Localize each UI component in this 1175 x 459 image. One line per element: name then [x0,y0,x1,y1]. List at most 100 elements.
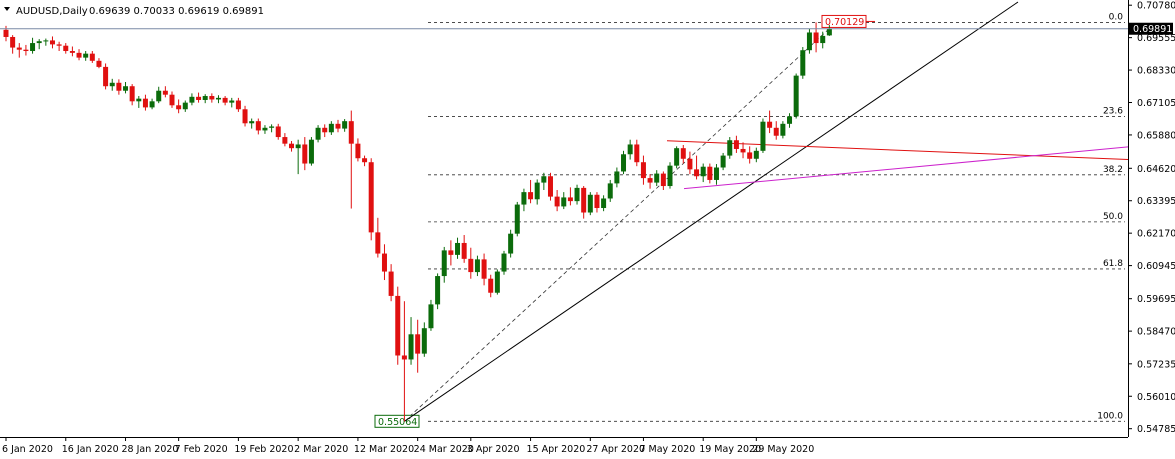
candle-body [76,52,82,58]
candle-body [674,148,680,166]
candle-body [169,94,175,106]
candle-body [627,144,633,155]
candle-body [687,158,693,170]
candle-body [607,183,613,199]
resistance-trendline[interactable] [666,140,1129,161]
candle-body [567,197,573,202]
low-price-label: 0.55064 [378,417,417,428]
candle-body [49,40,55,45]
x-tick-label: 16 Jan 2020 [62,444,119,455]
candle-body [767,121,773,128]
candle-body [229,100,235,103]
candle-body [215,97,221,100]
candles [3,22,832,422]
candle-body [494,271,500,293]
candle-body [806,32,812,51]
candle-body [514,204,520,234]
candle-body [488,278,494,293]
candle-body [129,86,135,102]
candle-body [707,166,713,180]
candle-body [156,90,162,102]
candle-body [348,121,354,144]
candle-body [395,295,401,356]
candle-body [83,53,89,58]
candle-body [415,334,421,354]
candle-body [302,144,308,164]
candle-body [36,41,42,44]
candle-body [381,253,387,272]
ohlc-readout: 0.69639 0.70033 0.69619 0.69891 [89,6,264,17]
high-price-label: 0.70129 [825,17,864,28]
candle-body [468,258,474,273]
candle-body [3,29,9,37]
candle-body [116,82,122,91]
candle-body [720,155,726,168]
candle-body [614,171,620,184]
x-tick-label: 19 May 2020 [699,444,761,455]
candle-body [209,96,215,100]
y-tick-label: 0.54785 [1137,424,1175,435]
candle-body [255,121,261,131]
y-tick-label: 0.63395 [1137,196,1175,207]
y-tick-label: 0.64620 [1137,164,1175,175]
candle-body [501,253,507,272]
candle-body [328,123,334,133]
candle-body [202,96,208,100]
chart-title: AUDUSD,Daily [16,6,88,17]
x-tick-label: 15 Apr 2020 [527,444,586,455]
candle-body [362,158,368,163]
candle-body [561,197,567,207]
candle-body [634,144,640,163]
x-tick-label: 3 Apr 2020 [467,444,520,455]
candle-body [421,328,427,354]
candle-body [826,28,832,36]
x-tick-label: 29 May 2020 [752,444,814,455]
candle-body [640,162,646,179]
candle-body [481,259,487,279]
candle-body [660,173,666,187]
x-tick-label: 2 Mar 2020 [294,444,348,455]
candle-body [176,105,182,110]
y-tick-label: 0.67105 [1137,98,1175,109]
y-tick-label: 0.68330 [1137,66,1175,77]
candle-body [123,86,129,91]
candle-body [242,109,248,124]
candle-body [680,148,686,159]
candle-body [335,123,341,129]
candle-body [10,36,16,48]
x-tick-label: 24 Mar 2020 [414,444,474,455]
support-trendline[interactable] [683,146,1129,190]
candle-body [162,90,168,95]
chart-collapse-icon[interactable] [4,7,10,11]
candle-body [601,198,607,209]
candle-body [408,334,414,360]
candle-body [322,127,328,133]
candle-body [375,232,381,254]
candle-body [96,60,102,67]
candle-body [222,97,228,103]
ascending-trendline[interactable] [404,1,1019,422]
candle-body [69,51,75,53]
candle-body [275,126,281,138]
trendlines[interactable] [404,1,1129,422]
fib-level-label: 38.2 [1103,165,1123,175]
candle-body [63,45,69,52]
y-tick-label: 0.59695 [1137,294,1175,305]
fib-level-label: 100.0 [1097,411,1123,421]
candle-body [713,167,719,180]
candle-body [355,143,361,159]
candle-body [587,194,593,213]
candle-body [136,98,142,102]
candle-body [541,176,547,183]
candle-body [368,162,374,233]
candle-body [534,182,540,200]
fib-level-label: 61.8 [1103,259,1123,269]
candle-body [694,169,700,177]
candle-body [448,250,454,255]
candle-body [23,49,29,52]
x-tick-label: 6 Jan 2020 [2,444,53,455]
candle-body [89,53,95,61]
candle-body [581,187,587,213]
candle-body [820,35,826,44]
